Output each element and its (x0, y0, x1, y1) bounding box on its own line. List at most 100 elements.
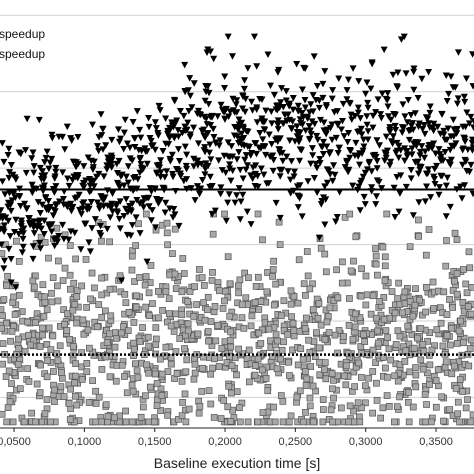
square-point (280, 338, 287, 346)
square-point (396, 393, 403, 401)
square-point (280, 327, 288, 334)
square-point (233, 388, 241, 396)
triangle-point (36, 239, 44, 247)
triangle-point (140, 204, 148, 211)
triangle-point (139, 199, 147, 206)
square-point (246, 378, 253, 386)
triangle-point (135, 147, 143, 154)
square-point (374, 327, 381, 335)
square-point (163, 219, 171, 227)
square-point (276, 241, 284, 248)
triangle-point (392, 149, 400, 157)
triangle-point (21, 200, 29, 208)
square-point (49, 274, 57, 281)
triangle-point (79, 182, 87, 190)
triangle-point (374, 96, 382, 103)
triangle-point (100, 203, 108, 210)
triangle-point (444, 125, 452, 133)
square-point (422, 418, 429, 426)
triangle-point (306, 109, 314, 116)
triangle-point (373, 177, 381, 184)
square-point (302, 382, 310, 389)
square-point (207, 318, 215, 325)
square-point (69, 343, 77, 350)
square-point (236, 276, 244, 284)
triangle-point (11, 174, 19, 181)
triangle-point (19, 243, 27, 251)
square-point (93, 323, 101, 331)
square-point (446, 406, 454, 413)
triangle-point (156, 197, 164, 204)
square-point (215, 363, 223, 370)
square-point (164, 318, 171, 326)
square-point (211, 303, 219, 310)
square-point (54, 282, 61, 290)
square-point (83, 368, 91, 376)
square-point (80, 330, 88, 338)
triangle-point (240, 134, 248, 142)
square-point (158, 392, 166, 399)
square-point (193, 301, 200, 308)
triangle-point (106, 214, 114, 221)
triangle-point (457, 183, 465, 191)
triangle-point (308, 145, 316, 152)
triangle-point (131, 173, 139, 181)
square-point (155, 288, 162, 295)
triangle-point (40, 176, 48, 183)
triangle-point (298, 213, 306, 220)
square-point (327, 406, 335, 414)
triangle-point (226, 161, 234, 168)
square-point (0, 312, 6, 320)
triangle-point (183, 165, 191, 173)
triangle-point (102, 142, 110, 149)
triangle-point (465, 120, 473, 127)
triangle-point (151, 146, 159, 154)
triangle-point (384, 90, 392, 97)
triangle-point (67, 207, 75, 215)
triangle-point (161, 209, 169, 216)
square-point (71, 300, 79, 308)
triangle-point (364, 136, 372, 144)
square-point (302, 409, 309, 416)
triangle-point (420, 121, 428, 129)
triangle-point (65, 236, 73, 244)
triangle-point (435, 184, 443, 191)
triangle-point (48, 135, 56, 142)
triangle-point (145, 203, 153, 210)
square-point (15, 291, 23, 299)
triangle-point (276, 149, 284, 157)
square-point (111, 414, 118, 422)
square-point (446, 296, 453, 303)
square-point (309, 382, 317, 390)
triangle-point (49, 212, 57, 219)
triangle-point (411, 159, 419, 166)
square-point (208, 277, 216, 284)
triangle-point (294, 192, 302, 200)
square-point (267, 337, 274, 345)
triangle-point (371, 151, 379, 159)
triangle-point (401, 113, 409, 120)
triangle-point (148, 207, 156, 214)
triangle-point (431, 180, 439, 188)
triangle-point (408, 151, 416, 158)
triangle-point (355, 78, 363, 85)
triangle-point (193, 183, 201, 190)
square-point (25, 331, 32, 339)
triangle-point (239, 93, 247, 101)
square-point (420, 347, 428, 355)
triangle-point (85, 239, 93, 246)
triangle-point (307, 101, 315, 108)
triangle-point (329, 177, 337, 185)
triangle-point (300, 64, 308, 72)
triangle-point (427, 194, 435, 201)
square-point (98, 237, 105, 245)
square-point (285, 418, 293, 426)
triangle-point (410, 86, 418, 94)
triangle-point (18, 249, 26, 256)
square-point (346, 295, 353, 302)
square-point (122, 418, 130, 426)
square-point (272, 280, 280, 288)
triangle-point (6, 169, 14, 176)
triangle-point (421, 148, 429, 156)
triangle-point (146, 134, 154, 142)
